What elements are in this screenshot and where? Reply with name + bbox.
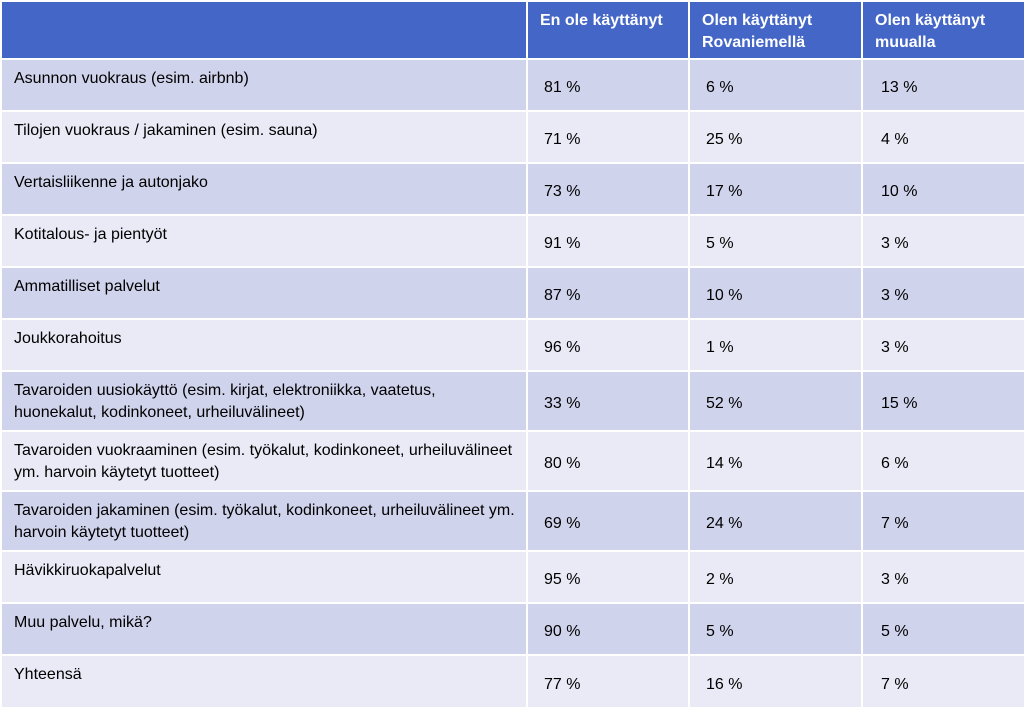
- value-not-used: 81 %: [526, 58, 690, 112]
- row-label: Tavaroiden jakaminen (esim. työkalut, ko…: [0, 490, 528, 552]
- value-not-used: 69 %: [526, 490, 690, 552]
- value-used-elsewhere: 7 %: [861, 490, 1024, 552]
- value-used-rovaniemi: 1 %: [688, 318, 863, 372]
- total-used-rovaniemi: 16 %: [688, 654, 863, 709]
- header-used-rovaniemi: Olen käyttänyt Rovaniemellä: [688, 0, 863, 60]
- table-row: Tilojen vuokraus / jakaminen (esim. saun…: [0, 110, 1024, 164]
- table-row: Asunnon vuokraus (esim. airbnb) 81 % 6 %…: [0, 58, 1024, 112]
- value-used-elsewhere: 6 %: [861, 430, 1024, 492]
- row-label: Tavaroiden uusiokäyttö (esim. kirjat, el…: [0, 370, 528, 432]
- value-not-used: 87 %: [526, 266, 690, 320]
- value-not-used: 73 %: [526, 162, 690, 216]
- value-used-elsewhere: 15 %: [861, 370, 1024, 432]
- row-label: Muu palvelu, mikä?: [0, 602, 528, 656]
- value-used-rovaniemi: 24 %: [688, 490, 863, 552]
- header-row: En ole käyttänyt Olen käyttänyt Rovaniem…: [0, 0, 1024, 60]
- value-not-used: 80 %: [526, 430, 690, 492]
- value-used-rovaniemi: 14 %: [688, 430, 863, 492]
- row-label: Tavaroiden vuokraaminen (esim. työkalut,…: [0, 430, 528, 492]
- row-label: Kotitalous- ja pientyöt: [0, 214, 528, 268]
- row-label: Ammatilliset palvelut: [0, 266, 528, 320]
- value-not-used: 33 %: [526, 370, 690, 432]
- value-used-elsewhere: 13 %: [861, 58, 1024, 112]
- row-label: Asunnon vuokraus (esim. airbnb): [0, 58, 528, 112]
- table-row: Kotitalous- ja pientyöt 91 % 5 % 3 %: [0, 214, 1024, 268]
- value-used-rovaniemi: 10 %: [688, 266, 863, 320]
- value-used-elsewhere: 5 %: [861, 602, 1024, 656]
- value-used-rovaniemi: 6 %: [688, 58, 863, 112]
- value-used-elsewhere: 4 %: [861, 110, 1024, 164]
- value-not-used: 91 %: [526, 214, 690, 268]
- header-cell-blank: [0, 0, 528, 60]
- row-label: Vertaisliikenne ja autonjako: [0, 162, 528, 216]
- table-row: Tavaroiden vuokraaminen (esim. työkalut,…: [0, 430, 1024, 492]
- table-row: Tavaroiden jakaminen (esim. työkalut, ko…: [0, 490, 1024, 552]
- value-used-rovaniemi: 25 %: [688, 110, 863, 164]
- value-used-rovaniemi: 17 %: [688, 162, 863, 216]
- table-row: Tavaroiden uusiokäyttö (esim. kirjat, el…: [0, 370, 1024, 432]
- total-not-used: 77 %: [526, 654, 690, 709]
- header-used-elsewhere: Olen käyttänyt muualla: [861, 0, 1024, 60]
- row-label: Joukkorahoitus: [0, 318, 528, 372]
- value-used-rovaniemi: 52 %: [688, 370, 863, 432]
- value-used-elsewhere: 3 %: [861, 214, 1024, 268]
- value-used-rovaniemi: 5 %: [688, 602, 863, 656]
- table-row: Vertaisliikenne ja autonjako 73 % 17 % 1…: [0, 162, 1024, 216]
- value-not-used: 71 %: [526, 110, 690, 164]
- row-label: Tilojen vuokraus / jakaminen (esim. saun…: [0, 110, 528, 164]
- value-not-used: 90 %: [526, 602, 690, 656]
- table-row: Muu palvelu, mikä? 90 % 5 % 5 %: [0, 602, 1024, 656]
- value-used-elsewhere: 3 %: [861, 550, 1024, 604]
- table-row: Hävikkiruokapalvelut 95 % 2 % 3 %: [0, 550, 1024, 604]
- value-not-used: 96 %: [526, 318, 690, 372]
- value-not-used: 95 %: [526, 550, 690, 604]
- value-used-elsewhere: 10 %: [861, 162, 1024, 216]
- value-used-elsewhere: 3 %: [861, 318, 1024, 372]
- row-label-total: Yhteensä: [0, 654, 528, 709]
- total-used-elsewhere: 7 %: [861, 654, 1024, 709]
- row-label: Hävikkiruokapalvelut: [0, 550, 528, 604]
- value-used-elsewhere: 3 %: [861, 266, 1024, 320]
- value-used-rovaniemi: 2 %: [688, 550, 863, 604]
- value-used-rovaniemi: 5 %: [688, 214, 863, 268]
- header-not-used: En ole käyttänyt: [526, 0, 690, 60]
- table-row: Joukkorahoitus 96 % 1 % 3 %: [0, 318, 1024, 372]
- table-row: Ammatilliset palvelut 87 % 10 % 3 %: [0, 266, 1024, 320]
- table-row-total: Yhteensä 77 % 16 % 7 %: [0, 654, 1024, 709]
